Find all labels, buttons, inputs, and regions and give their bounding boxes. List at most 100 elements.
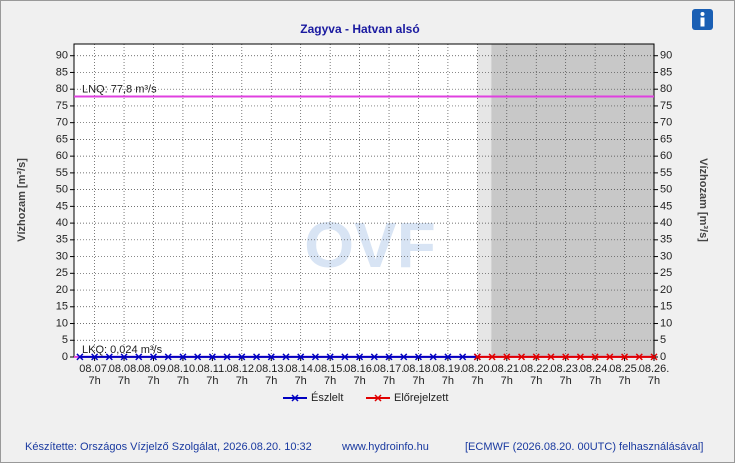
y2-tick-label: 20 — [660, 284, 672, 296]
x-tick-label: 08.21. — [491, 363, 522, 375]
x-tick-label: 08.10. — [168, 363, 199, 375]
x-hour-label: 7h — [442, 375, 454, 387]
forecast-area — [491, 44, 654, 357]
y2-tick-label: 50 — [660, 184, 672, 196]
point-marker — [385, 353, 393, 361]
point-marker — [576, 353, 584, 361]
point-marker — [223, 353, 231, 361]
x-tick-label: 08.16. — [344, 363, 375, 375]
point-marker — [547, 353, 555, 361]
info-icon[interactable] — [692, 9, 713, 30]
y-tick-label: 20 — [56, 284, 68, 296]
x-tick-label: 08.23. — [550, 363, 581, 375]
y-tick-label: 25 — [56, 267, 68, 279]
x-hour-label: 7h — [560, 375, 572, 387]
point-marker — [562, 353, 570, 361]
y-tick-label: 70 — [56, 117, 68, 129]
y2-tick-label: 90 — [660, 50, 672, 62]
x-tick-label: 08.18. — [403, 363, 434, 375]
x-hour-label: 7h — [177, 375, 189, 387]
point-marker — [267, 353, 275, 361]
y-tick-label: 0 — [62, 351, 68, 363]
y-tick-label: 55 — [56, 167, 68, 179]
point-marker — [621, 353, 629, 361]
point-marker — [105, 353, 113, 361]
x-hour-label: 7h — [295, 375, 307, 387]
y2-tick-label: 55 — [660, 167, 672, 179]
point-marker — [208, 353, 216, 361]
point-marker — [532, 353, 540, 361]
y-tick-label: 45 — [56, 200, 68, 212]
point-marker — [164, 353, 172, 361]
point-marker — [341, 353, 349, 361]
y-tick-label: 90 — [56, 50, 68, 62]
x-hour-label: 7h — [147, 375, 159, 387]
y-tick-label: 10 — [56, 317, 68, 329]
x-hour-label: 7h — [206, 375, 218, 387]
point-marker — [459, 353, 467, 361]
y2-tick-label: 10 — [660, 317, 672, 329]
x-hour-label: 7h — [618, 375, 630, 387]
watermark: OVF — [304, 209, 436, 281]
x-hour-label: 7h — [530, 375, 542, 387]
y2-tick-label: 80 — [660, 83, 672, 95]
y2-tick-label: 75 — [660, 100, 672, 112]
x-hour-label: 7h — [501, 375, 513, 387]
x-tick-label: 08.20. — [462, 363, 493, 375]
y2-tick-label: 85 — [660, 66, 672, 78]
y-tick-label: 80 — [56, 83, 68, 95]
y-tick-label: 50 — [56, 184, 68, 196]
x-tick-label: 08.17. — [374, 363, 405, 375]
y-tick-label: 15 — [56, 301, 68, 313]
x-hour-label: 7h — [471, 375, 483, 387]
y2-tick-label: 65 — [660, 133, 672, 145]
x-tick-label: 08.08. — [109, 363, 140, 375]
x-tick-label: 08.22. — [521, 363, 552, 375]
point-marker — [194, 353, 202, 361]
point-marker — [635, 353, 643, 361]
footer-credit: Készítette: Országos Vízjelző Szolgálat,… — [25, 441, 312, 453]
y-tick-label: 40 — [56, 217, 68, 229]
x-hour-label: 7h — [88, 375, 100, 387]
x-hour-label: 7h — [324, 375, 336, 387]
point-marker — [253, 353, 261, 361]
x-hour-label: 7h — [589, 375, 601, 387]
point-marker — [149, 353, 158, 361]
y-tick-label: 30 — [56, 250, 68, 262]
y2-tick-label: 30 — [660, 250, 672, 262]
y-tick-label: 75 — [56, 100, 68, 112]
x-tick-label: 08.19. — [433, 363, 464, 375]
legend-label: Észlelt — [311, 391, 343, 404]
point-marker — [76, 353, 84, 361]
point-marker — [282, 353, 290, 361]
info-icon-stem — [700, 17, 705, 27]
y-axis-title: Vízhozam [m³/s] — [16, 158, 28, 242]
y2-tick-label: 0 — [660, 351, 666, 363]
x-tick-label: 08.11. — [197, 363, 227, 375]
point-marker — [135, 353, 143, 361]
y2-tick-label: 70 — [660, 117, 672, 129]
point-marker — [503, 353, 511, 361]
y2-tick-label: 40 — [660, 217, 672, 229]
legend-marker — [374, 394, 382, 402]
y2-tick-label: 35 — [660, 234, 672, 246]
x-tick-label: 08.15. — [315, 363, 346, 375]
x-hour-label: 7h — [265, 375, 277, 387]
point-marker — [297, 353, 305, 361]
point-marker — [517, 353, 526, 361]
y2-tick-label: 5 — [660, 334, 666, 346]
x-hour-label: 7h — [353, 375, 365, 387]
x-hour-label: 7h — [412, 375, 424, 387]
x-tick-label: 08.25. — [609, 363, 640, 375]
point-marker — [120, 353, 128, 361]
point-marker — [91, 353, 99, 361]
x-tick-label: 08.09. — [138, 363, 169, 375]
x-hour-label: 7h — [118, 375, 130, 387]
chart-title: Zagyva - Hatvan alsó — [300, 22, 419, 36]
x-hour-label: 7h — [648, 375, 660, 387]
reference-label: LNQ: 77,8 m³/s — [82, 83, 157, 95]
footer-source: [ECMWF (2026.08.20. 00UTC) felhasználásá… — [465, 441, 703, 453]
point-marker — [414, 353, 422, 361]
x-hour-label: 7h — [383, 375, 395, 387]
